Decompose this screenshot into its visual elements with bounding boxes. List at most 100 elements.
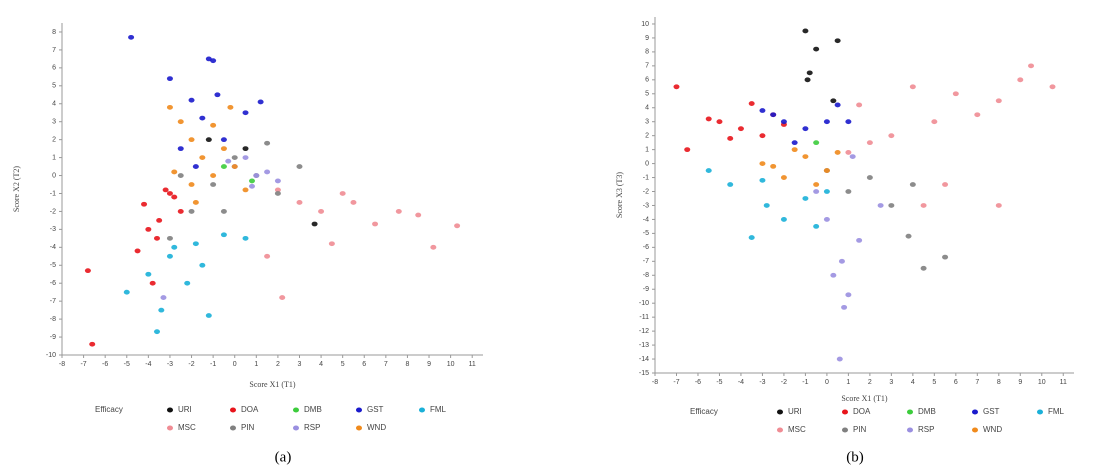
x-tick-label: -3 [759, 379, 765, 386]
x-tick-label: -5 [124, 361, 130, 368]
x-tick-label: 4 [911, 379, 915, 386]
scatter-point [763, 203, 770, 208]
scatter-point [128, 34, 135, 40]
scatter-point [942, 182, 949, 187]
x-tick-label: 11 [469, 361, 476, 368]
scatter-point [684, 147, 691, 153]
y-tick-label: 9 [645, 35, 649, 42]
y-tick-label: -9 [643, 286, 649, 293]
scatter-point [759, 177, 766, 183]
scatter-point [220, 209, 227, 214]
scatter-point [242, 155, 249, 160]
scatter-point [296, 164, 303, 169]
scatter-point [770, 163, 777, 169]
scatter-point [791, 140, 798, 146]
scatter-point [372, 221, 379, 227]
legend-swatch [356, 425, 362, 431]
legend-label: RSP [918, 425, 934, 434]
legend-swatch [1037, 409, 1043, 415]
scatter-point [727, 136, 734, 141]
legend-label: DOA [241, 405, 259, 414]
y-tick-label: -8 [643, 272, 649, 279]
scatter-point [311, 221, 318, 227]
x-tick-label: 5 [932, 379, 936, 386]
scatter-point [210, 182, 217, 187]
scatter-point [759, 108, 766, 113]
scatter-point [220, 137, 227, 143]
y-tick-label: -11 [639, 314, 649, 321]
x-tick-label: -4 [145, 361, 151, 368]
legend-title: Efficacy [690, 407, 718, 416]
scatter-point [253, 173, 260, 178]
legend-label: PIN [241, 423, 255, 432]
y-tick-label: -2 [643, 188, 649, 195]
scatter-point [220, 146, 227, 152]
scatter-point [171, 244, 178, 250]
legend-swatch [419, 407, 425, 413]
y-tick-label: -5 [50, 262, 56, 269]
scatter-point [166, 76, 173, 82]
scatter-point [171, 194, 178, 200]
scatter-point [188, 137, 195, 143]
x-tick-label: -2 [781, 379, 787, 386]
legend-swatch [293, 407, 299, 413]
scatter-point [813, 189, 820, 194]
scatter-point [780, 119, 787, 125]
x-tick-label: -1 [210, 361, 216, 368]
scatter-point [205, 313, 212, 318]
legend-label: WND [983, 425, 1002, 434]
scatter-point [231, 164, 238, 169]
legend-label: FML [1048, 407, 1065, 416]
y-tick-label: 2 [52, 136, 56, 143]
x-tick-label: 0 [233, 361, 237, 368]
y-tick-label: -7 [643, 258, 649, 265]
x-axis-title: Score X1 (T1) [841, 394, 888, 403]
scatter-point [395, 209, 402, 214]
scatter-point [210, 58, 217, 64]
legend-title: Efficacy [95, 405, 123, 414]
scatter-point [153, 329, 160, 335]
scatter-point [804, 77, 811, 83]
scatter-point [909, 182, 916, 187]
scatter-point [836, 356, 843, 362]
scatter-point [737, 126, 744, 132]
legend-label: URI [178, 405, 192, 414]
scatter-point [830, 272, 837, 278]
x-tick-label: 11 [1060, 379, 1067, 386]
scatter-point [802, 126, 809, 132]
scatter-point [995, 98, 1002, 104]
scatter-point [813, 140, 820, 146]
y-tick-label: -12 [639, 328, 649, 335]
scatter-point [192, 164, 199, 169]
y-tick-label: -5 [643, 230, 649, 237]
scatter-point [748, 235, 755, 240]
scatter-point [156, 218, 163, 223]
scatter-point [834, 38, 841, 44]
scatter-point [123, 289, 130, 295]
scatter-point [802, 154, 809, 160]
scatter-point [264, 169, 271, 175]
y-tick-label: 1 [52, 154, 56, 161]
scatter-point [823, 217, 830, 222]
scatter-point [866, 175, 873, 180]
y-tick-label: 3 [52, 119, 56, 126]
legend-label: MSC [178, 423, 196, 432]
scatter-point [905, 233, 912, 239]
y-tick-label: 5 [52, 83, 56, 90]
scatter-point [748, 101, 755, 106]
x-tick-label: 4 [319, 361, 323, 368]
scatter-point [214, 92, 221, 98]
scatter-point [877, 203, 884, 208]
x-tick-label: 0 [825, 379, 829, 386]
y-tick-label: -10 [639, 300, 649, 307]
scatter-point [188, 182, 195, 187]
scatter-point [328, 241, 335, 247]
x-tick-label: 5 [341, 361, 345, 368]
y-tick-label: 8 [645, 49, 649, 56]
scatter-point [770, 112, 777, 118]
legend-label: WND [367, 423, 386, 432]
scatter-point [184, 280, 191, 286]
x-tick-label: 1 [254, 361, 258, 368]
scatter-point [171, 169, 178, 175]
scatter-point [856, 237, 863, 243]
